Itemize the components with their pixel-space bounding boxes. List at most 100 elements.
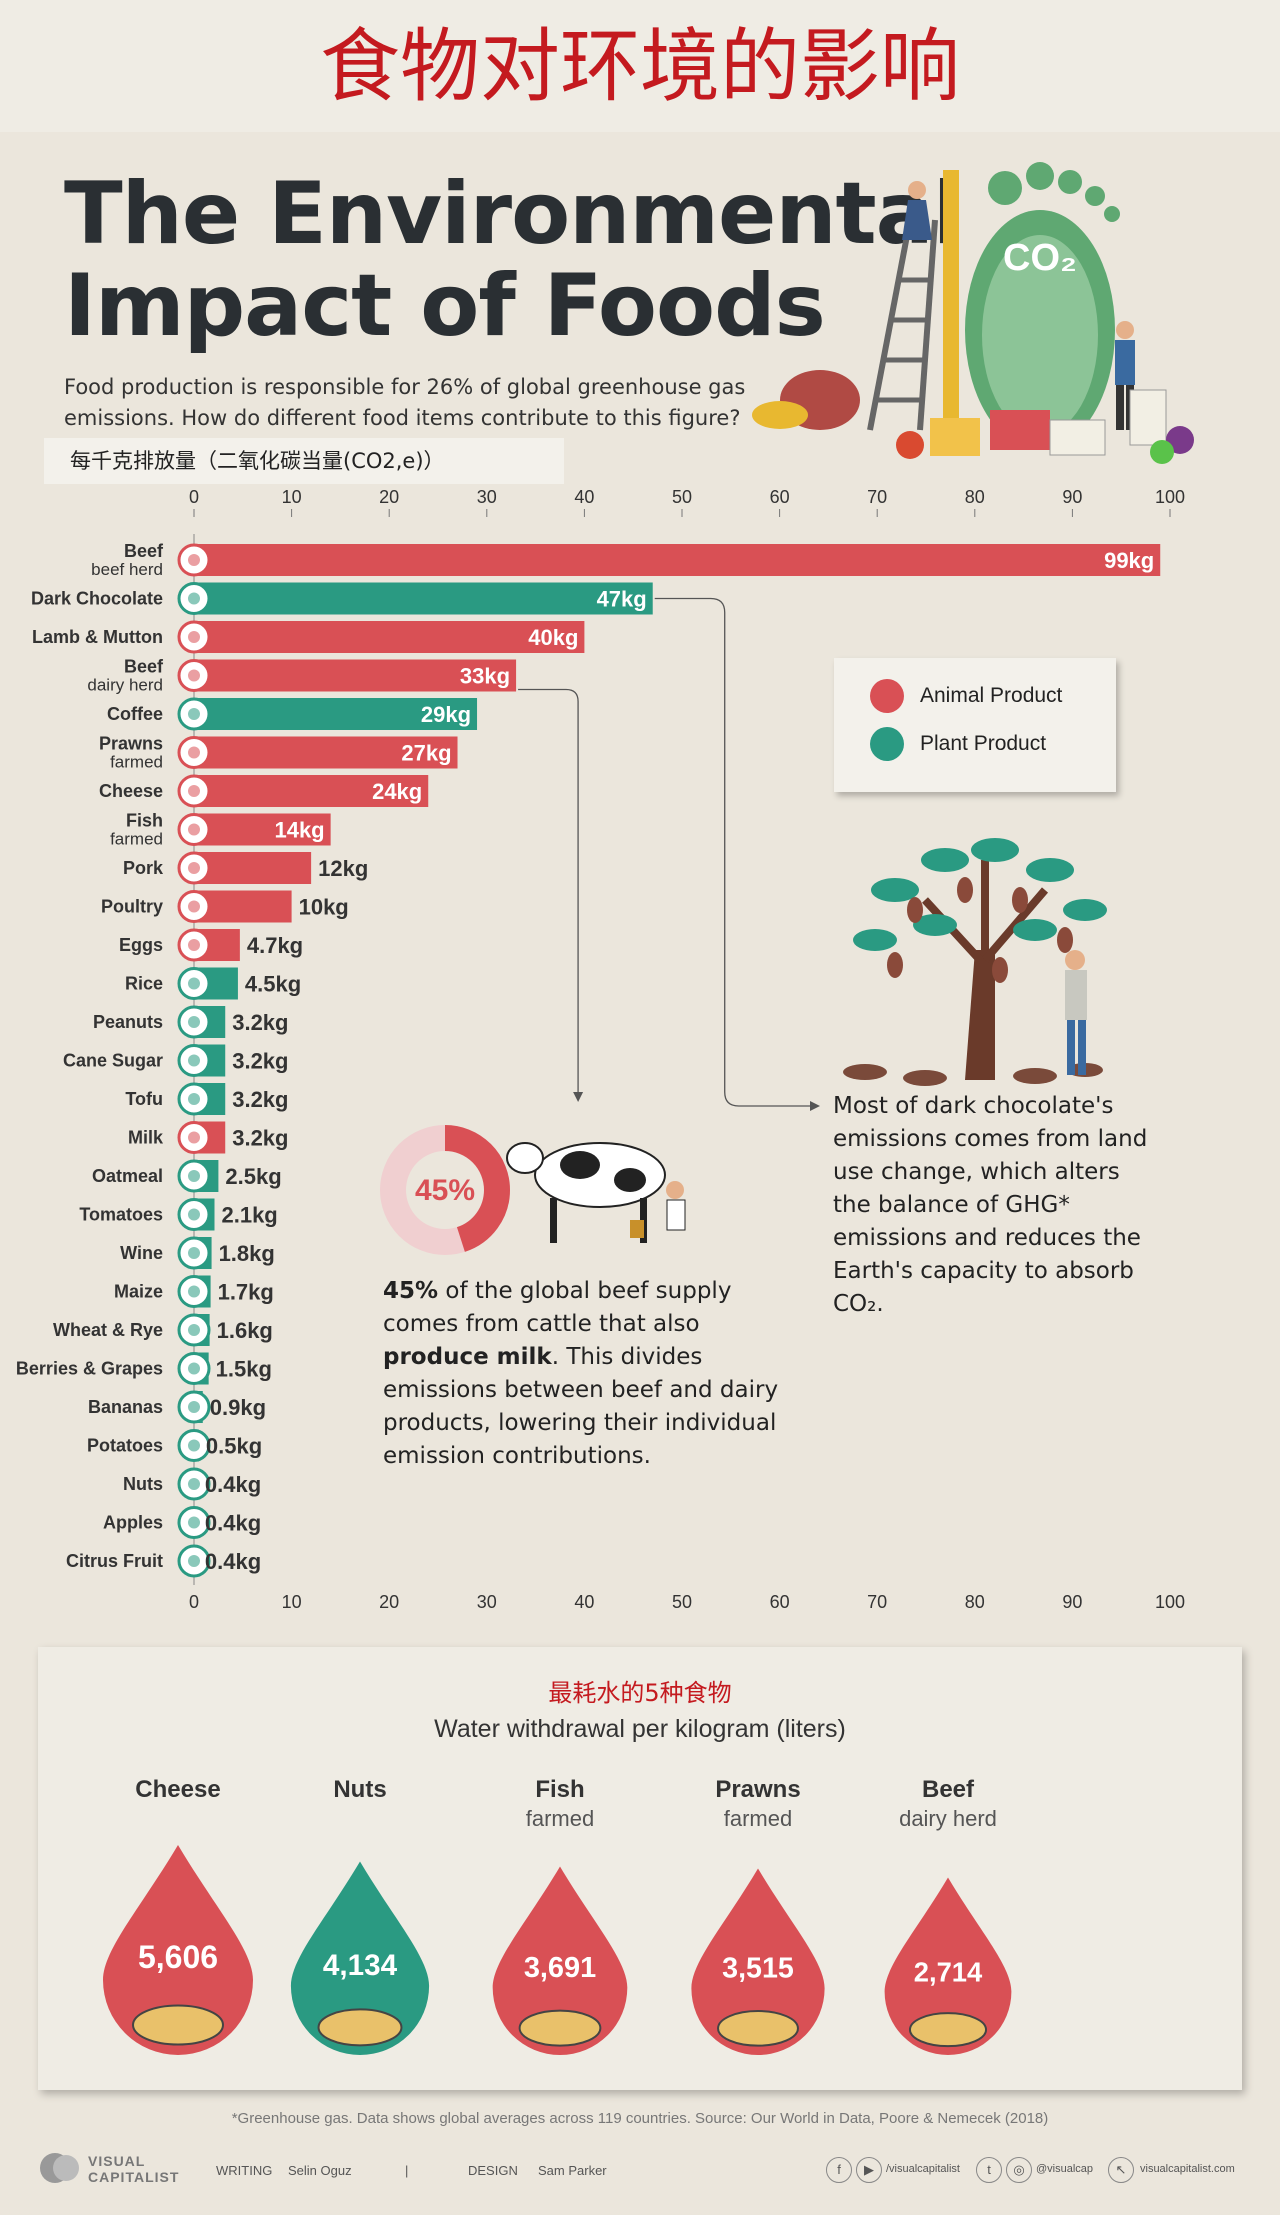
water-chinese-title: 最耗水的5种食物	[548, 1679, 732, 1707]
category-label-16: Oatmeal	[92, 1166, 163, 1186]
bar-icon-dot-7	[188, 823, 200, 836]
bar-icon-dot-10	[188, 939, 200, 951]
value-label-18: 1.8kg	[219, 1241, 275, 1266]
value-label-11: 4.5kg	[245, 972, 301, 997]
category-label-17: Tomatoes	[79, 1205, 163, 1225]
water-drop-shape-1	[290, 1861, 430, 2055]
water-panel: 最耗水的5种食物 Water withdrawal per kilogram (…	[38, 1647, 1242, 2090]
social-handle-1[interactable]: /visualcapitalist	[886, 2163, 960, 2175]
water-item-name-0: Cheese	[135, 1776, 221, 1803]
water-drop-icon-4: 2,714	[884, 1877, 1012, 2055]
water-item-4: Beef dairy herd 2,714	[838, 1775, 1058, 2073]
bar-icon-dot-2	[188, 631, 200, 643]
water-item-2: Fish farmed 3,691	[450, 1775, 670, 2073]
designer-name: Sam Parker	[538, 2163, 607, 2178]
value-label-5: 27kg	[401, 741, 451, 766]
water-item-0: Cheese 5,606	[68, 1775, 288, 2073]
social-handle-2[interactable]: @visualcap	[1036, 2163, 1094, 2175]
twitter-icon[interactable]: t	[976, 2157, 1002, 2183]
design-label: DESIGN	[468, 2163, 518, 2178]
x-tick-bottom-5: 50	[672, 1592, 692, 1612]
bar-4	[194, 698, 478, 730]
water-item-sub-1	[250, 1805, 470, 1833]
bar-7	[194, 813, 331, 846]
water-value-4: 2,714	[914, 1956, 983, 1987]
beef-note-pct: 45%	[383, 1278, 439, 1304]
water-title: Water withdrawal per kilogram (liters)	[434, 1715, 846, 1743]
legend-label-plant: Plant Product	[920, 732, 1047, 755]
water-item-name-3: Prawns	[715, 1776, 801, 1803]
website-link[interactable]: visualcapitalist.com	[1140, 2163, 1235, 2175]
donut-percent-label: 45%	[415, 1174, 475, 1207]
value-label-19: 1.7kg	[218, 1280, 274, 1305]
value-label-25: 0.4kg	[205, 1511, 261, 1536]
water-food-icon-1	[317, 2008, 403, 2047]
x-tick-bottom-9: 90	[1062, 1592, 1082, 1612]
water-food-icon-2	[518, 2009, 602, 2047]
bar-icon-dot-5	[188, 746, 200, 759]
value-label-9: 10kg	[299, 895, 349, 920]
youtube-icon[interactable]: ▶	[856, 2157, 882, 2183]
water-food-icon-0	[132, 2004, 224, 2046]
bar-6	[194, 775, 429, 807]
bar-icon-dot-3	[188, 669, 200, 682]
bar-3	[194, 659, 517, 692]
value-label-1: 47kg	[597, 587, 647, 612]
beef-dairy-note: 45% of the global beef supply comes from…	[383, 1275, 803, 1473]
bar-icon-dot-8	[188, 862, 200, 874]
legend-item-animal: Animal Product	[870, 678, 1062, 714]
cow-icon	[506, 1142, 686, 1243]
legend-label-animal: Animal Product	[920, 684, 1063, 707]
instagram-icon[interactable]: ◎	[1006, 2157, 1032, 2183]
ladder-icon	[867, 219, 938, 431]
bar-icon-dot-25	[188, 1516, 200, 1529]
water-item-name-1: Nuts	[333, 1776, 387, 1803]
water-value-2: 3,691	[524, 1952, 596, 1984]
bar-icon-dot-11	[188, 977, 200, 990]
category-label-8: Pork	[123, 858, 164, 878]
legend: Animal Product Plant Product	[834, 658, 1116, 792]
x-tick-bottom-1: 10	[282, 1592, 302, 1612]
water-food-icon-4	[908, 2012, 988, 2048]
x-axis-bottom: 0 10 20 30 40 50 60 70 80 90 100	[189, 1592, 1185, 1612]
water-item-name-2: Fish	[535, 1776, 585, 1803]
percent-donut: 45%	[380, 1125, 510, 1255]
category-label-19: Maize	[114, 1282, 163, 1302]
bar-icon-dot-6	[188, 785, 200, 797]
value-label-23: 0.5kg	[206, 1434, 262, 1459]
category-label-9: Poultry	[101, 897, 163, 917]
water-item-sub-2: farmed	[525, 1806, 595, 1831]
bar-icon-dot-9	[188, 900, 200, 913]
x-tick-top-4: 40	[574, 487, 594, 507]
website-icon[interactable]: ↖	[1108, 2157, 1134, 2183]
footer: VISUAL CAPITALIST WRITING Selin Oguz | D…	[0, 2145, 1280, 2215]
category-label-4: Coffee	[107, 704, 163, 724]
x-tick-bottom-8: 80	[965, 1592, 985, 1612]
value-label-3: 33kg	[460, 664, 510, 689]
chocolate-note: Most of dark chocolate's emissions comes…	[833, 1093, 1148, 1317]
value-label-12: 3.2kg	[232, 1010, 288, 1035]
facebook-icon[interactable]: f	[826, 2157, 852, 2183]
beef-note-text-1: of the global beef supply comes from cat…	[383, 1278, 732, 1337]
category-label-26: Citrus Fruit	[66, 1551, 163, 1571]
bar-1	[194, 582, 653, 615]
value-label-8: 12kg	[318, 856, 368, 881]
x-tick-top-6: 60	[770, 487, 790, 507]
bar-icon-dot-15	[188, 1131, 200, 1144]
footer-separator: |	[405, 2163, 409, 2178]
category-label-25: Apples	[103, 1513, 163, 1533]
chocolate-callout-line	[654, 597, 818, 1107]
x-tick-bottom-3: 30	[477, 1592, 497, 1612]
water-value-0: 5,606	[138, 1939, 218, 1975]
x-tick-top-5: 50	[672, 487, 692, 507]
bar-icon-dot-19	[188, 1285, 200, 1298]
x-tick-bottom-7: 70	[867, 1592, 887, 1612]
category-label-21: Berries & Grapes	[16, 1359, 163, 1379]
water-drop-icon-0: 5,606	[103, 1845, 253, 2055]
footprint-icon: CO₂	[965, 162, 1120, 450]
water-item-sub-4: dairy herd	[899, 1806, 997, 1831]
bar-icon-dot-17	[188, 1208, 200, 1221]
water-item-1: Nuts 4,134	[250, 1775, 470, 2073]
bar-icon-dot-13	[188, 1054, 200, 1067]
